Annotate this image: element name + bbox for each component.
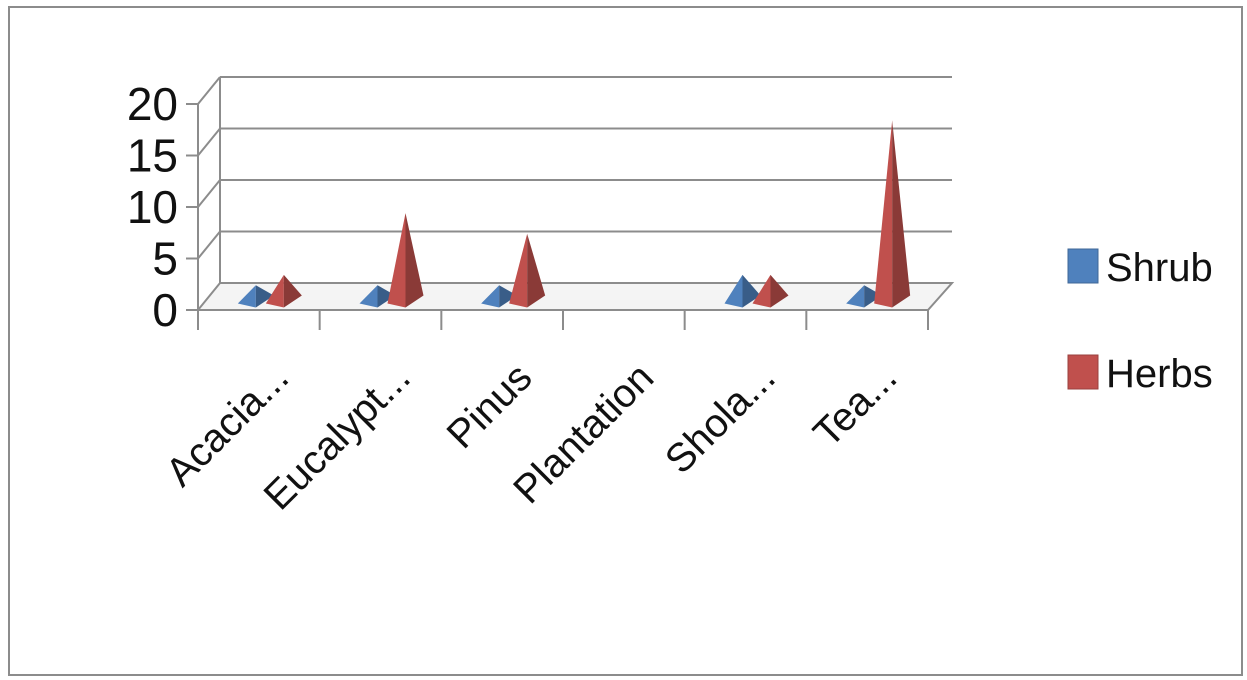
gridline-side (198, 180, 220, 207)
legend-label: Herbs (1106, 352, 1213, 396)
y-tick-label: 10 (127, 181, 178, 233)
legend: Shrub Herbs (1068, 246, 1213, 396)
x-category-label: Pinus (439, 355, 541, 457)
gridline-side (198, 129, 220, 156)
y-tick-label: 20 (127, 78, 178, 130)
pyramid-herbs-2 (509, 234, 545, 308)
x-category-label: Shola... (657, 355, 784, 482)
y-tick-label: 15 (127, 130, 178, 182)
y-tick-label: 5 (152, 233, 178, 285)
axes (198, 310, 928, 330)
x-axis-labels: Acacia...Eucalypt... PinusPlantationShola… (158, 355, 906, 518)
pyramid-face-left (388, 213, 406, 307)
legend-swatch (1068, 355, 1098, 389)
pyramid-herbs-5 (874, 120, 910, 307)
legend-item-shrub: Shrub (1068, 246, 1213, 290)
gridline-side (198, 77, 220, 104)
pyramid-face-right (527, 234, 545, 308)
pyramid-face-left (509, 234, 527, 308)
y-tick-label: 0 (152, 284, 178, 336)
pyramid-face-right (406, 213, 424, 307)
pyramid-face-right (892, 120, 910, 307)
pyramid-herbs-1 (388, 213, 424, 307)
chart-floor (198, 283, 952, 310)
pyramid-face-left (874, 120, 892, 307)
data-marks (238, 120, 910, 307)
gridlines (198, 77, 952, 259)
x-category-label: Tea... (805, 355, 905, 455)
gridline-side (198, 232, 220, 259)
legend-swatch (1068, 249, 1098, 283)
legend-item-herbs: Herbs (1068, 352, 1213, 396)
legend-label: Shrub (1106, 246, 1213, 290)
chart-walls (198, 77, 952, 310)
